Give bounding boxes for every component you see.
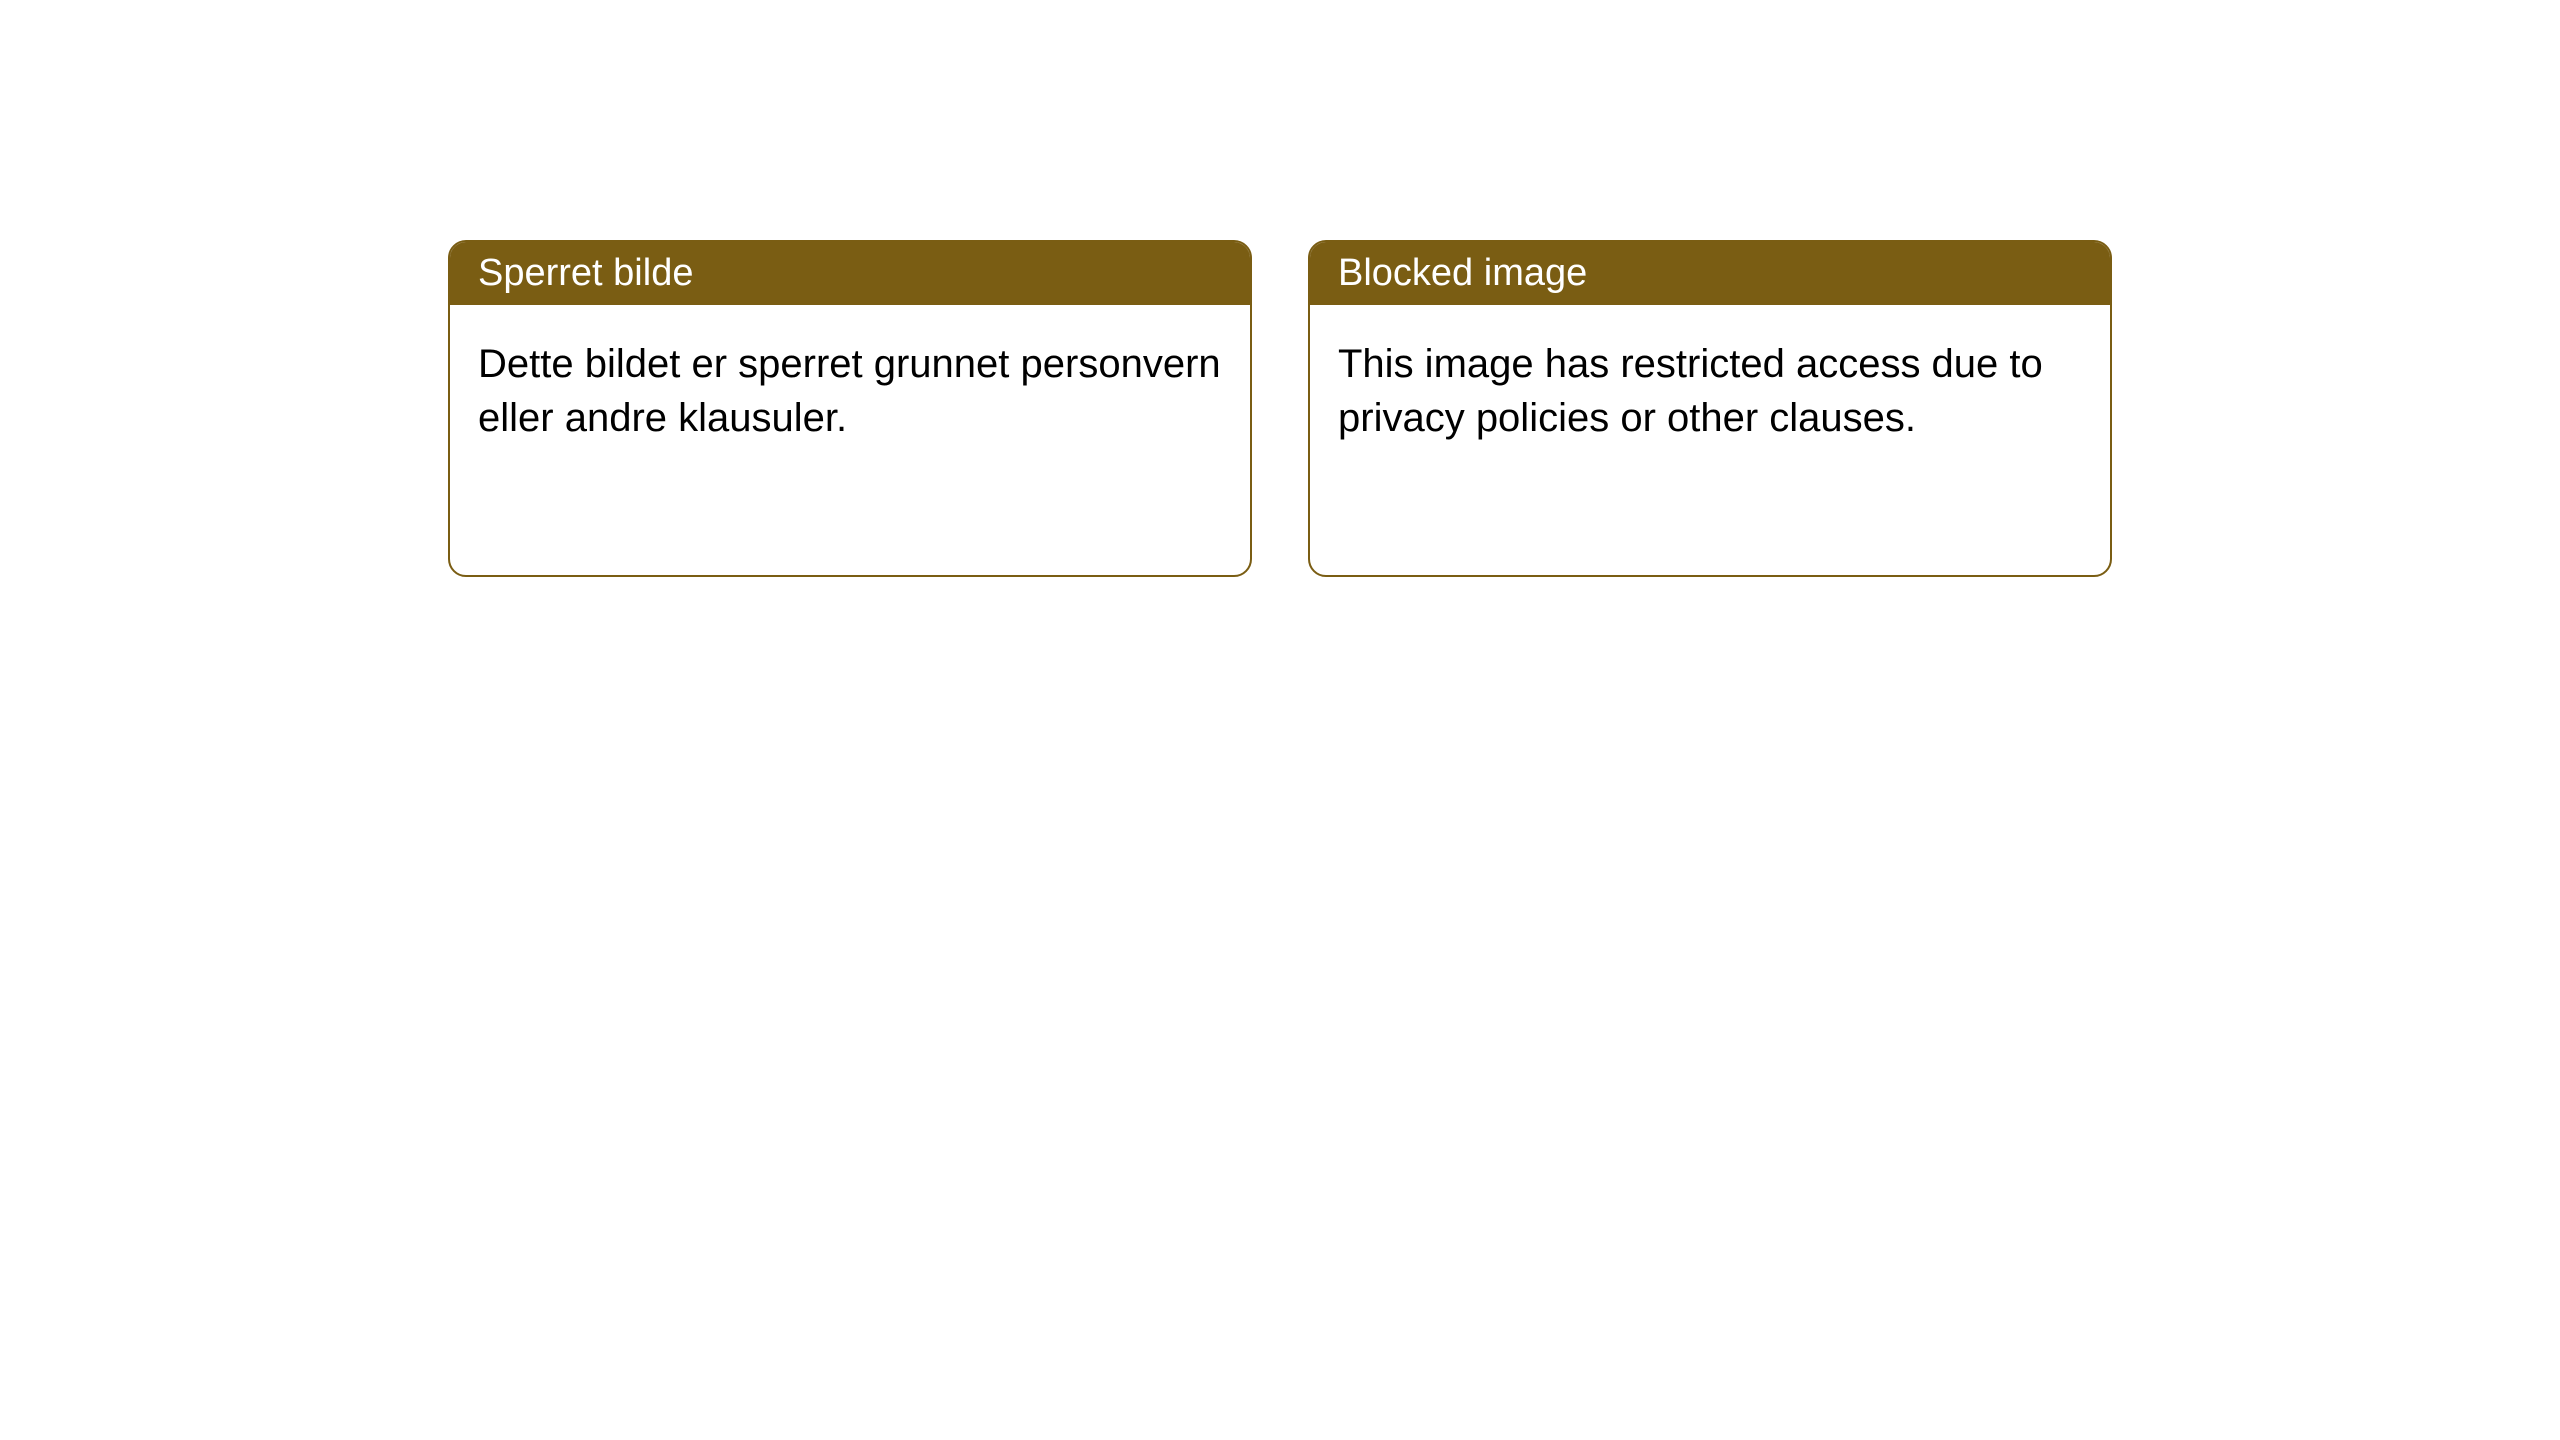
notice-box-english: Blocked image This image has restricted … xyxy=(1308,240,2112,577)
notice-header: Blocked image xyxy=(1310,242,2110,305)
notice-header: Sperret bilde xyxy=(450,242,1250,305)
notice-body: This image has restricted access due to … xyxy=(1310,305,2110,575)
notice-box-norwegian: Sperret bilde Dette bildet er sperret gr… xyxy=(448,240,1252,577)
notice-container: Sperret bilde Dette bildet er sperret gr… xyxy=(0,0,2560,577)
notice-body: Dette bildet er sperret grunnet personve… xyxy=(450,305,1250,575)
